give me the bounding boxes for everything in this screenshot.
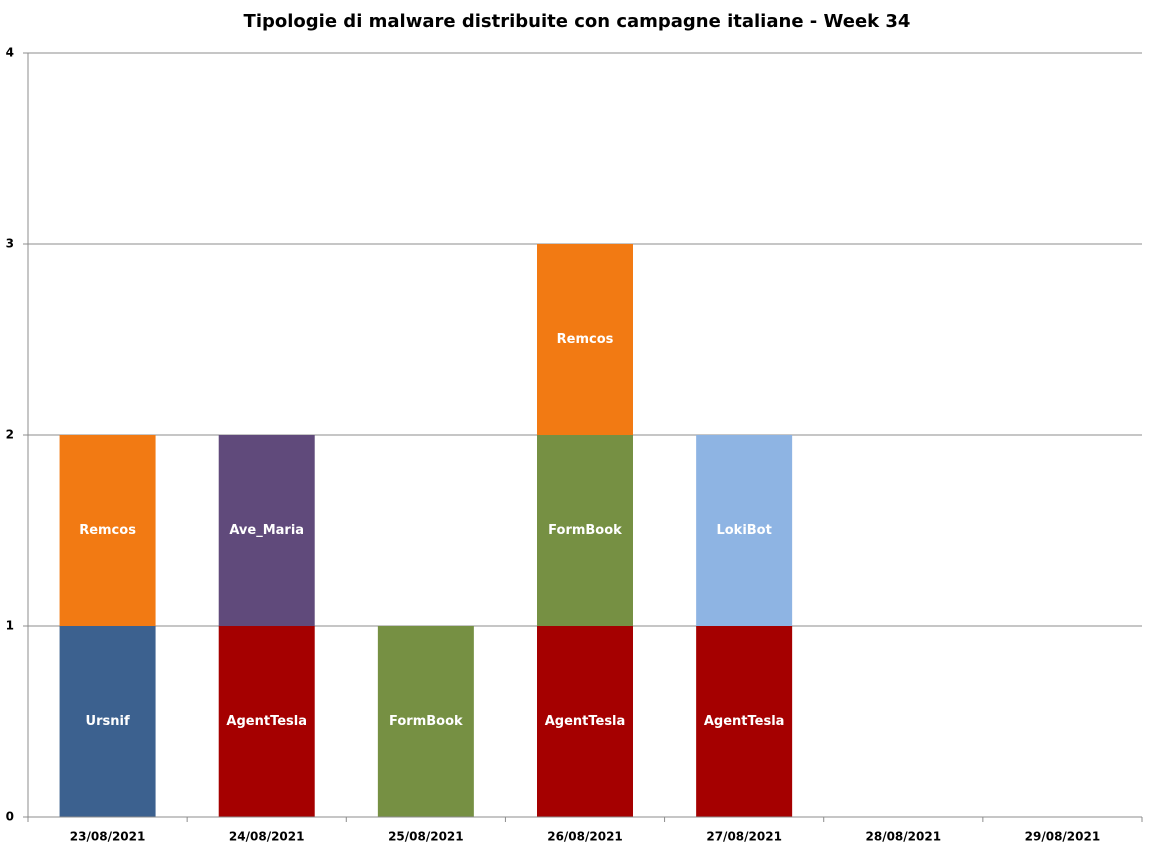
bar-segment: [537, 626, 633, 817]
bar-segment: [537, 435, 633, 626]
segment-label: AgentTesla: [704, 714, 785, 729]
y-tick-label: 4: [6, 46, 14, 60]
segment-label: LokiBot: [716, 523, 771, 538]
bar-segment: [59, 435, 156, 626]
y-tick-label: 3: [6, 237, 14, 251]
segment-label: Ave_Maria: [229, 523, 304, 538]
bar-segment: [59, 626, 156, 817]
segment-label: FormBook: [548, 523, 622, 538]
y-tick-label: 2: [6, 428, 14, 442]
y-tick-label: 0: [6, 810, 14, 824]
bar-segment: [377, 626, 474, 817]
y-tick-label: 1: [6, 619, 14, 633]
segment-label: Ursnif: [86, 714, 130, 729]
segment-label: AgentTesla: [226, 714, 307, 729]
x-tick-label: 26/08/2021: [547, 830, 623, 844]
bar-segment: [218, 435, 315, 626]
bar-segment: [537, 244, 633, 435]
x-tick-label: 27/08/2021: [706, 830, 782, 844]
x-tick-label: 25/08/2021: [388, 830, 464, 844]
x-tick-label: 24/08/2021: [229, 830, 305, 844]
segment-label: FormBook: [389, 714, 463, 729]
x-tick-label: 28/08/2021: [866, 830, 942, 844]
x-tick-label: 23/08/2021: [70, 830, 146, 844]
bar-segment: [218, 626, 315, 817]
segment-label: Remcos: [79, 523, 136, 538]
segment-label: Remcos: [557, 332, 614, 347]
x-tick-label: 29/08/2021: [1025, 830, 1101, 844]
chart-title: Tipologie di malware distribuite con cam…: [244, 11, 911, 32]
bar-segment: [696, 626, 793, 817]
bar-segment: [696, 435, 793, 626]
segment-label: AgentTesla: [545, 714, 626, 729]
